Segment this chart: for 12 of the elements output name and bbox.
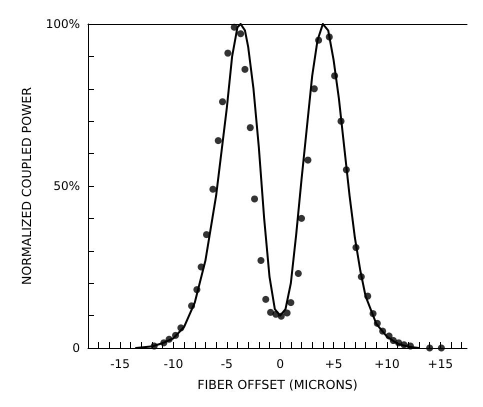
x-tick-label: 0	[276, 357, 284, 371]
x-tick-label: -5	[220, 357, 233, 371]
y-tick-label: 0	[72, 341, 80, 355]
y-tick-label: 100%	[46, 17, 80, 31]
x-axis-title: FIBER OFFSET (MICRONS)	[197, 377, 358, 392]
x-tick-label: +10	[374, 357, 400, 371]
x-tick-label: +5	[324, 357, 342, 371]
y-axis-title: NORMALIZED COUPLED POWER	[19, 86, 34, 285]
x-tick-label: +15	[428, 357, 453, 371]
x-tick-label: -15	[110, 357, 130, 371]
x-tick-label: -10	[164, 357, 184, 371]
y-tick-label: 50%	[53, 179, 80, 193]
